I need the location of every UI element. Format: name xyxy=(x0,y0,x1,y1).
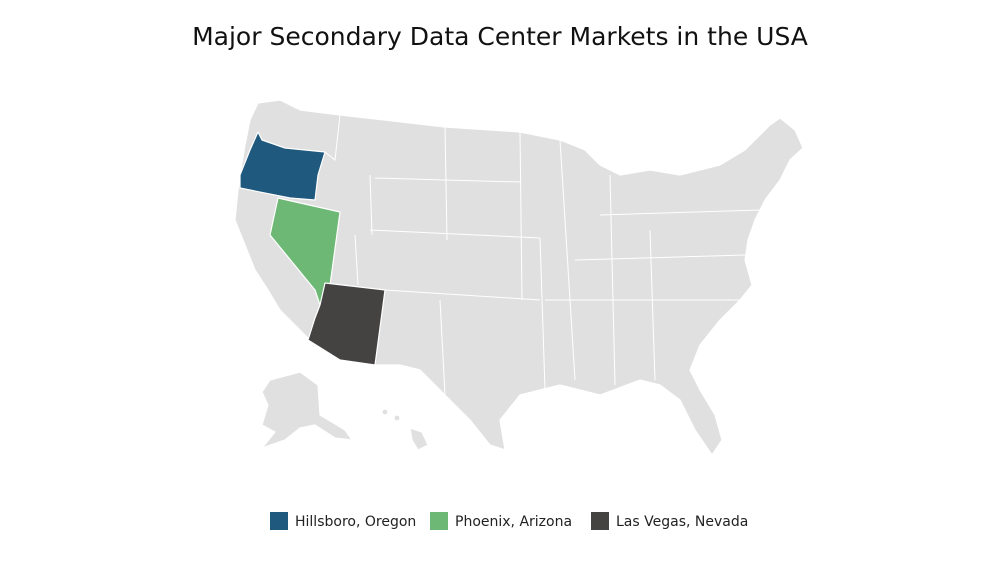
state-borders xyxy=(324,114,761,396)
mainland xyxy=(234,99,804,456)
oregon xyxy=(239,131,326,201)
legend-swatch xyxy=(591,512,609,530)
map-title: Major Secondary Data Center Markets in t… xyxy=(192,22,808,51)
hawaii xyxy=(409,427,429,451)
legend-label: Hillsboro, Oregon xyxy=(295,514,416,530)
arizona xyxy=(307,282,386,366)
alaska xyxy=(261,371,353,449)
hawaii-island xyxy=(381,408,389,416)
legend: Hillsboro, Oregon Phoenix, Arizona Las Veg… xyxy=(270,512,748,530)
legend-label: Phoenix, Arizona xyxy=(455,514,572,530)
legend-label: Las Vegas, Nevada xyxy=(616,514,748,530)
us-map xyxy=(234,99,804,456)
hawaii-island xyxy=(393,414,401,422)
legend-swatch xyxy=(430,512,448,530)
legend-swatch xyxy=(270,512,288,530)
